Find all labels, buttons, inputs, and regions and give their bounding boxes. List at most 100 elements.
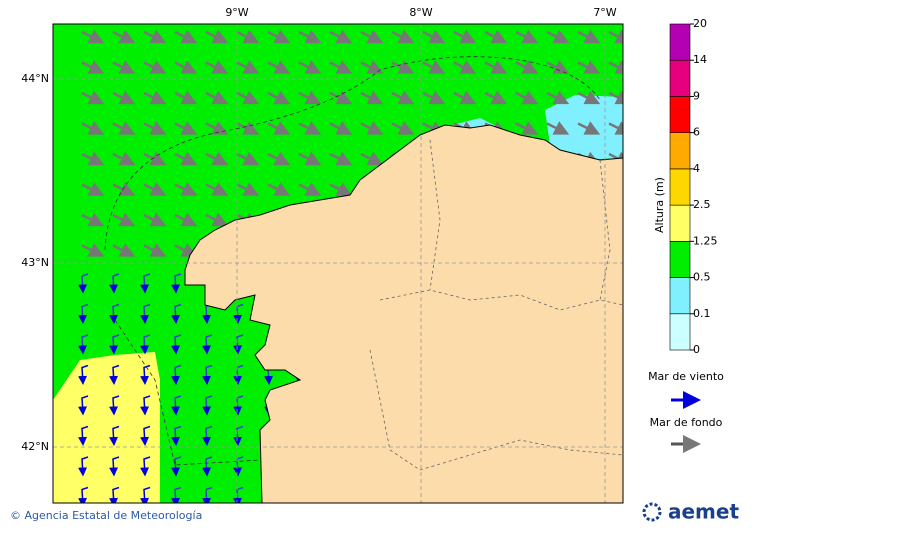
- high-waves-zone: [53, 352, 160, 503]
- wind-arrow: [171, 486, 182, 503]
- wind-arrow: [109, 456, 120, 477]
- swell-arrow: [81, 212, 105, 227]
- wind-arrow: [78, 303, 89, 324]
- swell-arrow: [453, 90, 477, 105]
- swell-arrow: [360, 60, 384, 74]
- borders: [369, 139, 623, 471]
- wind-arrow: [171, 303, 182, 324]
- swell-arrow: [205, 212, 229, 227]
- wind-arrow: [109, 486, 120, 503]
- wind-arrow: [171, 456, 182, 477]
- swell-arrow: [205, 60, 229, 74]
- swell-arrow: [112, 212, 136, 227]
- swell-arrow: [422, 90, 446, 105]
- swell-arrow: [205, 90, 229, 105]
- swell-arrow: [205, 121, 229, 135]
- colorbar-tick-label: 9: [693, 89, 700, 102]
- colorbar-tick-label: 6: [693, 126, 700, 139]
- swell-arrow: [236, 151, 260, 166]
- colorbar-segment: [669, 241, 691, 278]
- colorbar: 0 0.1 0.5 1.25 2.5 4 6 9 14 20: [669, 17, 718, 356]
- wind-arrow: [78, 425, 89, 446]
- legend-label: Mar de viento: [648, 370, 724, 383]
- swell-arrow: [546, 29, 570, 44]
- wind-arrow: [202, 395, 213, 416]
- wind-arrow: [78, 364, 89, 385]
- swell-arrow: [236, 29, 260, 44]
- colorbar-segment: [669, 23, 691, 61]
- swell-arrow: [205, 182, 229, 196]
- swell-arrow: [391, 121, 415, 135]
- swell-arrow: [298, 121, 322, 135]
- graticule: [53, 24, 623, 503]
- swell-arrow: [112, 60, 136, 74]
- swell-arrow: [143, 60, 167, 74]
- swell-arrow: [267, 121, 291, 135]
- swell-arrow: [515, 90, 539, 105]
- colorbar-segment: [669, 96, 691, 133]
- colorbar-tick-label: 1.25: [693, 234, 718, 247]
- swell-arrow: [546, 60, 570, 74]
- swell-arrow: [515, 29, 539, 44]
- swell-arrow: [112, 29, 136, 44]
- swell-arrow: [174, 212, 198, 227]
- wind-arrow: [171, 334, 182, 355]
- legend-label: Mar de fondo: [650, 416, 723, 429]
- swell-arrow: [267, 151, 291, 166]
- swell-arrow: [174, 29, 198, 44]
- wind-arrow: [202, 425, 213, 446]
- swell-arrow: [112, 90, 136, 105]
- wind-arrow: [233, 425, 244, 446]
- wind-arrow: [202, 364, 213, 385]
- wind-arrow: [78, 273, 89, 294]
- map-frame: [52, 23, 624, 504]
- colorbar-segment: [669, 59, 691, 97]
- swell-arrow: [236, 90, 260, 105]
- swell-arrow: [143, 151, 167, 166]
- wind-arrow: [202, 486, 213, 503]
- swell-arrow: [143, 121, 167, 135]
- land: [184, 124, 623, 503]
- wind-arrow: [140, 425, 151, 446]
- swell-arrow: [360, 90, 384, 105]
- wind-arrow: [140, 486, 151, 503]
- wind-arrow: [109, 395, 120, 416]
- swell-arrow: [236, 182, 260, 196]
- swell-arrow: [81, 121, 105, 135]
- swell-arrow: [81, 182, 105, 196]
- swell-arrow: [360, 121, 384, 135]
- wind-arrow: [171, 425, 182, 446]
- wind-arrow: [140, 273, 151, 294]
- wind-arrow: [233, 334, 244, 355]
- wind-arrow: [78, 334, 89, 355]
- swell-arrow: [205, 151, 229, 166]
- swell-arrow: [112, 151, 136, 166]
- wind-arrow: [171, 364, 182, 385]
- swell-arrow: [112, 243, 136, 257]
- lat-label: 44°N: [21, 72, 49, 85]
- swell-arrow: [267, 182, 291, 196]
- wind-arrow: [109, 364, 120, 385]
- swell-arrow: [329, 90, 353, 105]
- colorbar-tick-label: 0.5: [693, 271, 711, 284]
- swell-arrow: [453, 29, 477, 44]
- colorbar-tick-label: 0.1: [693, 307, 711, 320]
- swell-arrow: [174, 121, 198, 135]
- logo-icon: [642, 502, 662, 522]
- colorbar-title: Altura (m): [653, 177, 666, 233]
- swell-arrow: [329, 182, 353, 196]
- swell-arrow: [577, 121, 601, 135]
- swell-arrow: [577, 90, 601, 105]
- swell-arrow: [608, 90, 623, 105]
- colorbar-segment: [669, 277, 691, 315]
- lon-label: 8°W: [409, 6, 432, 19]
- swell-arrow: [577, 29, 601, 44]
- wind-arrow: [78, 456, 89, 477]
- lon-label: 7°W: [593, 6, 616, 19]
- colorbar-segment: [669, 313, 691, 351]
- swell-arrow: [174, 182, 198, 196]
- swell-arrow: [484, 29, 508, 44]
- swell-arrow: [174, 60, 198, 74]
- swell-arrow: [205, 29, 229, 44]
